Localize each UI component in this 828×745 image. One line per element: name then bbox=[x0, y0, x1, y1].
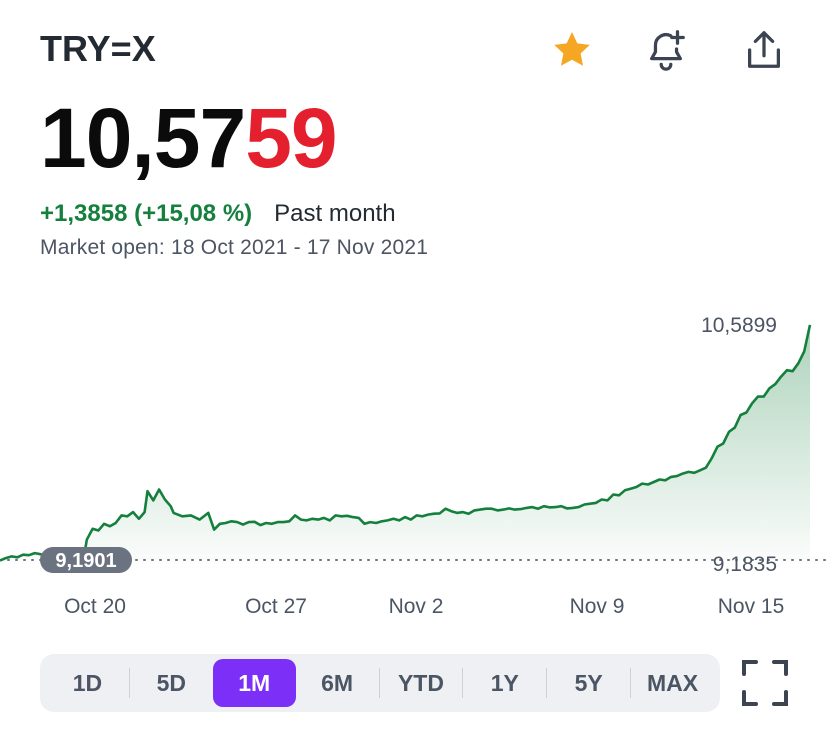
share-icon-svg bbox=[747, 31, 781, 68]
fullscreen-button[interactable] bbox=[738, 656, 792, 710]
range-button-5d[interactable]: 5D bbox=[156, 670, 187, 696]
symbol-title: TRY=X bbox=[40, 28, 156, 69]
bell-plus-icon[interactable] bbox=[642, 26, 690, 74]
star-icon[interactable] bbox=[548, 26, 596, 74]
range-selector: 1D 5D 1M 6M YTD 1Y 5Y MAX bbox=[40, 654, 720, 712]
bell-plus-icon-svg bbox=[649, 30, 685, 71]
price-area bbox=[0, 324, 810, 561]
price-line bbox=[0, 324, 812, 562]
period-label: Past month bbox=[274, 200, 396, 227]
range-separator bbox=[462, 668, 464, 698]
x-tick-label: Nov 9 bbox=[570, 595, 625, 618]
price-main: 10,57 bbox=[40, 91, 246, 185]
market-status: Market open: 18 Oct 2021 - 17 Nov 2021 bbox=[40, 236, 429, 259]
range-separator bbox=[546, 668, 548, 698]
range-separator bbox=[378, 668, 380, 698]
share-icon[interactable] bbox=[740, 26, 788, 74]
price-change: +1,3858 (+15,08 %) bbox=[40, 200, 253, 227]
range-button-5y[interactable]: 5Y bbox=[574, 670, 603, 696]
baseline-price-label: 9,1835 bbox=[713, 553, 777, 576]
x-tick-label: Oct 27 bbox=[245, 595, 307, 618]
range-button-max[interactable]: MAX bbox=[647, 670, 699, 696]
range-button-1m[interactable]: 1M bbox=[212, 659, 296, 707]
range-button-1d[interactable]: 1D bbox=[72, 670, 103, 696]
x-tick-label: Nov 15 bbox=[718, 595, 785, 618]
start-price-badge bbox=[40, 547, 132, 574]
price-chart[interactable]: 10,5899 9,1835 9,1901 Oct 20 Oct 27 Nov 2 Nov … bbox=[0, 300, 828, 630]
range-separator bbox=[630, 668, 632, 698]
range-button-1y[interactable]: 1Y bbox=[490, 670, 519, 696]
high-price-label: 10,5899 bbox=[701, 314, 777, 337]
x-tick-label: Oct 20 bbox=[64, 595, 126, 618]
fullscreen-icon bbox=[742, 660, 788, 706]
start-price-label: 9,1901 bbox=[55, 550, 116, 572]
range-button-6m[interactable]: 6M bbox=[321, 670, 354, 696]
star-icon-svg bbox=[554, 32, 590, 66]
x-tick-label: Nov 2 bbox=[389, 595, 444, 618]
change-row: +1,3858 (+15,08 %) Past month bbox=[40, 200, 396, 228]
range-button-ytd[interactable]: YTD bbox=[397, 670, 444, 696]
current-price: 10,5759 bbox=[40, 96, 338, 180]
price-highlight: 59 bbox=[245, 91, 337, 185]
range-separator bbox=[128, 668, 130, 698]
